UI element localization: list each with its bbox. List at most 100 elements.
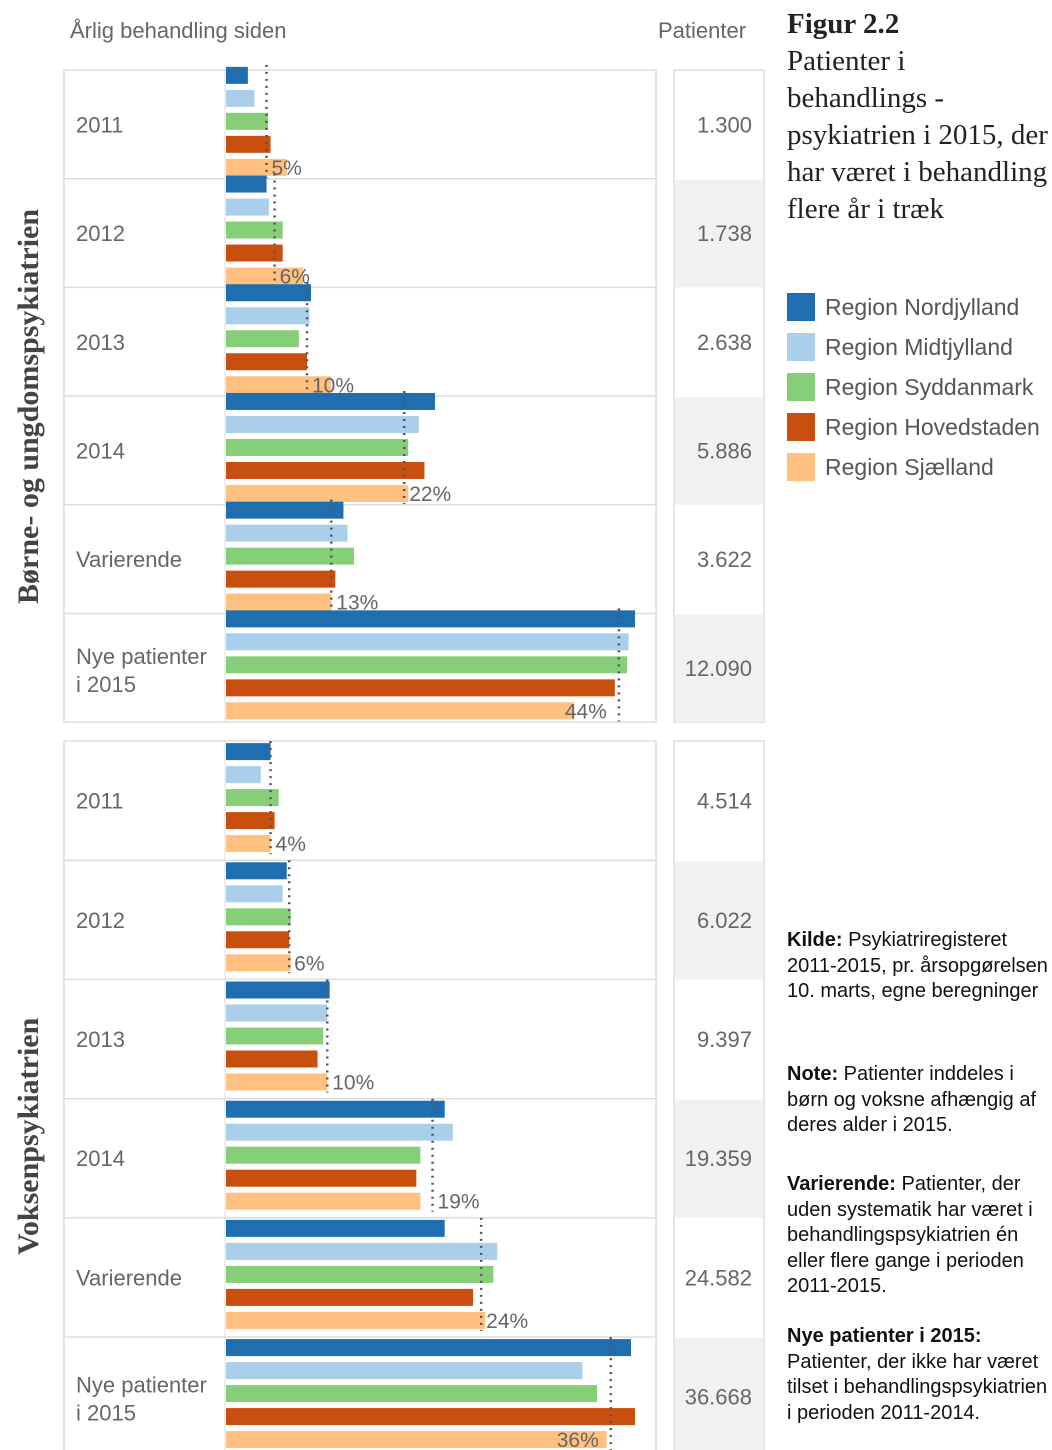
patients-row-shade [675, 1338, 763, 1450]
note-label: Note: [787, 1063, 839, 1085]
patients-value: 24.582 [685, 1265, 752, 1290]
notes-nye-patienter: Nye patienter i 2015: Patienter, der ikk… [787, 1324, 1052, 1426]
bar-region-hovedstaden [226, 679, 615, 697]
row-label: i 2015 [76, 672, 136, 697]
bar-region-hovedstaden [226, 353, 307, 371]
patients-value: 36.668 [685, 1385, 752, 1410]
bar-region-syddanmark [226, 1027, 324, 1045]
bar-region-nordjylland [226, 1100, 445, 1118]
patients-value: 6.022 [697, 908, 752, 933]
total-pct-label: 6% [294, 952, 324, 975]
bar-region-nordjylland [226, 392, 435, 410]
patients-row-shade [675, 179, 763, 288]
note-label: Varierende: [787, 1173, 896, 1195]
bar-region-syddanmark [226, 1146, 421, 1164]
notes-kilde: Kilde: Psykiatriregisteret 2011-2015, pr… [787, 928, 1052, 1005]
bar-region-nordjylland [226, 862, 287, 880]
bar-region-midtjylland [226, 198, 269, 216]
bar-region-syddanmark [226, 330, 299, 348]
legend-item: Region Midtjylland [787, 332, 1013, 362]
patients-value: 9.397 [697, 1027, 752, 1052]
bar-region-sjælland [226, 1192, 421, 1210]
legend-label: Region Hovedstaden [825, 413, 1040, 440]
bar-region-sjælland [226, 1431, 607, 1449]
bar-region-nordjylland [226, 1219, 445, 1237]
legend-label: Region Syddanmark [825, 373, 1034, 400]
axis-header-left: Årlig behandling siden [70, 18, 287, 43]
total-pct-label: 6% [280, 266, 310, 289]
bar-region-sjælland [226, 376, 332, 394]
bar-region-syddanmark [226, 908, 291, 926]
bar-region-syddanmark [226, 438, 409, 456]
bar-region-hovedstaden [226, 570, 336, 588]
row-label: 2012 [76, 221, 125, 246]
total-pct-label: 10% [312, 374, 354, 397]
bar-region-syddanmark [226, 221, 283, 239]
patients-panel-frame [673, 740, 765, 1450]
bar-region-syddanmark [226, 547, 354, 565]
patients-value: 2.638 [697, 330, 752, 355]
legend-label: Region Midtjylland [825, 333, 1013, 360]
row-label: Nye patienter [76, 644, 207, 669]
bar-region-sjælland [226, 702, 575, 720]
bar-region-syddanmark [226, 1385, 597, 1403]
bar-region-nordjylland [226, 610, 636, 628]
legend-swatch [787, 333, 815, 361]
bar-region-midtjylland [226, 89, 255, 107]
row-label: Nye patienter [76, 1373, 207, 1398]
patients-row-shade [675, 861, 763, 980]
bar-region-sjælland [226, 954, 291, 972]
bar-region-hovedstaden [226, 931, 290, 949]
bar-region-syddanmark [226, 656, 627, 674]
bar-region-midtjylland [226, 415, 419, 433]
patients-row-shade [675, 397, 763, 505]
legend-swatch [787, 413, 815, 441]
notes-varierende: Varierende: Patienter, der uden systemat… [787, 1172, 1052, 1300]
bar-region-syddanmark [226, 112, 269, 130]
notes-note: Note: Patienter inddeles i børn og voksn… [787, 1062, 1052, 1139]
note-text: Patienter, der uden systematik har været… [787, 1173, 1033, 1297]
total-pct-label: 24% [486, 1310, 528, 1333]
row-label: i 2015 [76, 1401, 136, 1426]
bar-region-hovedstaden [226, 1408, 636, 1426]
legend-item: Region Nordjylland [787, 292, 1019, 322]
figure-number: Figur 2.2 [787, 8, 900, 40]
group-label-boerne: Børne- og ungdomspsykiatrien [12, 208, 45, 604]
row-label: 2014 [76, 1146, 125, 1171]
bar-region-hovedstaden [226, 244, 283, 262]
group-label-voksen: Voksenpsykiatrien [12, 1017, 45, 1255]
note-label: Nye patienter i 2015: [787, 1325, 982, 1347]
note-text: Patienter inddeles i børn og voksne afhæ… [787, 1063, 1037, 1136]
legend-label: Region Sjælland [825, 453, 994, 480]
bar-region-sjælland [226, 1073, 328, 1091]
row-label: 2013 [76, 330, 125, 355]
bar-region-hovedstaden [226, 812, 275, 830]
note-text: Patienter, der ikke har været tilset i b… [787, 1350, 1048, 1424]
patients-row-shade [675, 1099, 763, 1218]
patients-value: 5.886 [697, 438, 752, 463]
total-pct-label: 4% [276, 833, 306, 856]
bar-region-midtjylland [226, 1123, 453, 1141]
bar-region-hovedstaden [226, 1169, 417, 1187]
total-pct-label: 44% [565, 700, 607, 723]
bar-region-hovedstaden [226, 135, 271, 153]
row-label: 2011 [76, 112, 123, 137]
bar-region-midtjylland [226, 1242, 498, 1260]
row-label: 2012 [76, 908, 125, 933]
bar-region-hovedstaden [226, 1288, 474, 1306]
bar-region-nordjylland [226, 175, 267, 193]
bar-region-nordjylland [226, 66, 248, 84]
legend-swatch [787, 293, 815, 321]
bar-region-sjælland [226, 593, 332, 611]
bar-region-syddanmark [226, 789, 279, 807]
axis-header-right: Patienter [658, 18, 747, 43]
bar-region-sjælland [226, 484, 409, 502]
bar-region-hovedstaden [226, 1050, 318, 1068]
patients-value: 1.738 [697, 221, 752, 246]
bar-region-midtjylland [226, 524, 348, 542]
patients-value: 3.622 [697, 547, 752, 572]
bar-region-sjælland [226, 835, 271, 853]
patients-value: 4.514 [697, 789, 752, 814]
bar-region-nordjylland [226, 501, 344, 519]
